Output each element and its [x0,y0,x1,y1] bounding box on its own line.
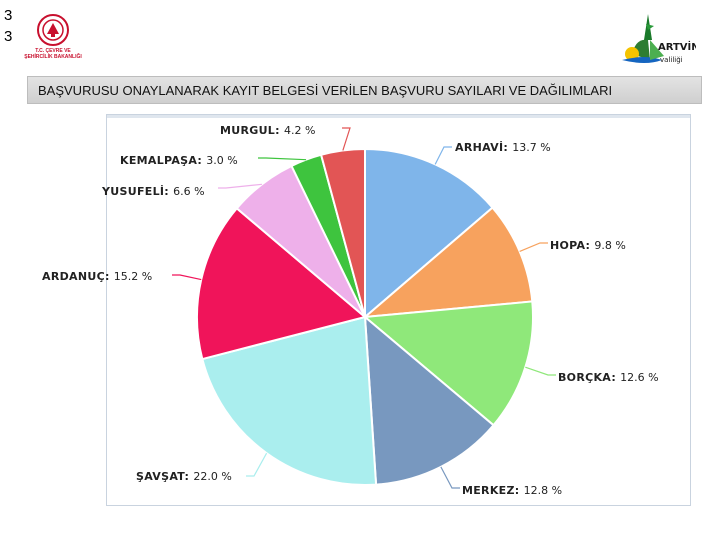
data-label-şavşat: ŞAVŞAT: 22.0 % [136,470,232,483]
data-label-ardanuç: ARDANUÇ: 15.2 % [42,270,152,283]
leader-line-murgul [342,127,351,151]
pie-slice-arhavi̇ [364,147,494,320]
ministry-caption: T.C. ÇEVRE VE ŞEHİRCİLİK BAKANLIĞI [24,48,82,60]
pie-slice-murgul [319,147,366,318]
valilik-label: valiliği [660,56,683,64]
pie-slice-borçka [362,300,534,427]
page-number-bottom: 3 [4,28,13,45]
data-label-kemalpaşa: KEMALPAŞA: 3.0 % [120,154,238,167]
data-label-hopa: HOPA: 9.8 % [550,239,626,252]
page-number-top: 3 [4,7,13,24]
data-label-borçka: BORÇKA: 12.6 % [558,371,659,384]
leader-line-ardanuç [172,274,202,281]
artvin-label: ARTVİN [658,39,696,53]
leader-line-arhavi̇ [434,146,452,165]
data-label-murgul: MURGUL: 4.2 % [220,124,315,137]
page-title: BAŞVURUSU ONAYLANARAK KAYIT BELGESİ VERİ… [27,76,702,104]
leader-line-yusufeli̇ [218,183,263,189]
data-label-merkez: MERKEZ: 12.8 % [462,484,562,497]
artvin-emblem-icon [622,14,664,63]
leader-line-borçka [525,366,556,376]
ministry-emblem-icon [37,14,69,46]
pie-slice-şavşat [201,315,378,486]
pie-slice-merkez [363,314,495,486]
data-label-yusufeli̇: YUSUFELİ: 6.6 % [101,184,205,198]
data-label-arhavi̇: ARHAVİ: 13.7 % [455,140,551,154]
leader-line-şavşat [246,452,268,477]
governorship-logo: ARTVİN valiliği [606,10,696,72]
ministry-logo: T.C. ÇEVRE VE ŞEHİRCİLİK BAKANLIĞI [22,12,84,64]
pie-slice-ardanuç [196,206,368,361]
leader-line-merkez [440,466,460,489]
leader-line-kemalpaşa [258,157,307,161]
leader-line-hopa [519,242,548,252]
